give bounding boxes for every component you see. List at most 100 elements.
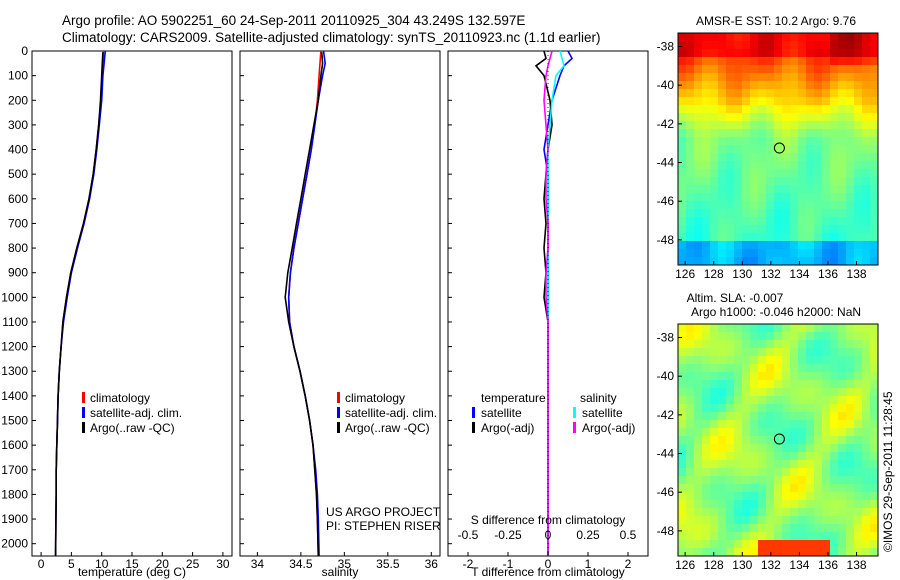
salinity-xlabel: salinity xyxy=(322,565,359,579)
heat-cell xyxy=(750,548,758,556)
heat-cell xyxy=(774,161,782,169)
heat-cell xyxy=(678,436,686,444)
heat-cell xyxy=(854,113,862,121)
depth-tick-label: 1600 xyxy=(1,438,28,452)
heat-cell xyxy=(814,81,822,89)
heat-cell xyxy=(686,380,694,388)
heat-cell xyxy=(822,209,830,217)
heat-cell xyxy=(814,548,822,556)
heat-cell xyxy=(838,380,846,388)
heat-cell xyxy=(774,324,782,332)
heat-cell xyxy=(734,492,742,500)
argo-location-marker xyxy=(773,142,785,154)
heat-cell xyxy=(686,348,694,356)
heat-cell xyxy=(822,436,830,444)
map-x-tick-label: 134 xyxy=(789,267,809,281)
heat-cell xyxy=(830,508,838,516)
heat-cell xyxy=(854,65,862,73)
heat-cell xyxy=(694,404,702,412)
heat-cell xyxy=(734,137,742,145)
x-tick-label: 30 xyxy=(216,557,230,571)
heat-cell xyxy=(854,348,862,356)
heat-cell xyxy=(782,372,790,380)
heat-cell xyxy=(774,73,782,81)
heat-cell xyxy=(846,420,854,428)
heat-cell xyxy=(846,113,854,121)
heat-cell xyxy=(774,233,782,241)
heat-cell xyxy=(782,500,790,508)
heat-cell xyxy=(734,57,742,65)
heat-cell xyxy=(734,412,742,420)
heat-cell xyxy=(702,241,710,249)
heat-cell xyxy=(854,137,862,145)
heat-cell xyxy=(694,241,702,249)
heat-cell xyxy=(702,388,710,396)
heat-cell xyxy=(686,137,694,145)
temperature-xticks: 0 5 10 15 20 25 30 xyxy=(38,552,230,571)
heat-cell xyxy=(718,89,726,97)
heat-cell xyxy=(782,233,790,241)
heat-cell xyxy=(846,81,854,89)
heat-cell xyxy=(870,516,878,524)
heat-cell xyxy=(766,452,774,460)
heat-cell xyxy=(798,500,806,508)
heat-cell xyxy=(694,380,702,388)
heat-cell xyxy=(846,476,854,484)
heat-cell xyxy=(814,484,822,492)
heat-cell xyxy=(710,428,718,436)
heat-cell xyxy=(790,241,798,249)
heat-cell xyxy=(798,540,806,548)
heat-cell xyxy=(782,380,790,388)
heat-cell xyxy=(702,444,710,452)
heat-cell xyxy=(750,185,758,193)
heat-cell xyxy=(702,209,710,217)
heat-cell xyxy=(806,444,814,452)
legend-title-temperature: temperature xyxy=(481,391,546,405)
heat-cell xyxy=(766,225,774,233)
heat-cell xyxy=(854,209,862,217)
heat-cell xyxy=(806,201,814,209)
map-y-tick-label: -38 xyxy=(657,40,675,54)
heat-cell xyxy=(870,452,878,460)
heat-cell xyxy=(846,484,854,492)
heat-cell xyxy=(782,452,790,460)
heat-cell xyxy=(790,420,798,428)
heat-cell xyxy=(814,121,822,129)
heat-cell xyxy=(854,452,862,460)
heat-cell xyxy=(790,137,798,145)
sst-map-title: AMSR-E SST: 10.2 Argo: 9.76 xyxy=(696,14,856,28)
heat-cell xyxy=(862,233,870,241)
heat-cell xyxy=(726,201,734,209)
heat-cell xyxy=(774,548,782,556)
heat-cell xyxy=(702,548,710,556)
heat-cell xyxy=(830,492,838,500)
heat-cell xyxy=(742,372,750,380)
heat-cell xyxy=(710,516,718,524)
heat-cell xyxy=(798,257,806,265)
heat-cell xyxy=(710,436,718,444)
heat-cell xyxy=(702,177,710,185)
heat-cell xyxy=(846,460,854,468)
heat-cell xyxy=(710,177,718,185)
heat-cell xyxy=(790,364,798,372)
heat-cell xyxy=(726,548,734,556)
heat-cell xyxy=(806,412,814,420)
heat-cell xyxy=(822,249,830,257)
heat-cell xyxy=(742,436,750,444)
heat-cell xyxy=(742,73,750,81)
heat-cell xyxy=(734,436,742,444)
heat-cell xyxy=(742,468,750,476)
heat-cell xyxy=(846,121,854,129)
heat-cell xyxy=(678,484,686,492)
heat-cell xyxy=(758,444,766,452)
heat-cell xyxy=(790,73,798,81)
heat-cell xyxy=(782,324,790,332)
heat-cell xyxy=(862,65,870,73)
heat-cell xyxy=(734,169,742,177)
heat-cell xyxy=(702,65,710,73)
heat-cell xyxy=(702,33,710,41)
heat-cell xyxy=(710,508,718,516)
heat-cell xyxy=(694,508,702,516)
heat-cell xyxy=(814,412,822,420)
heat-cell xyxy=(782,225,790,233)
